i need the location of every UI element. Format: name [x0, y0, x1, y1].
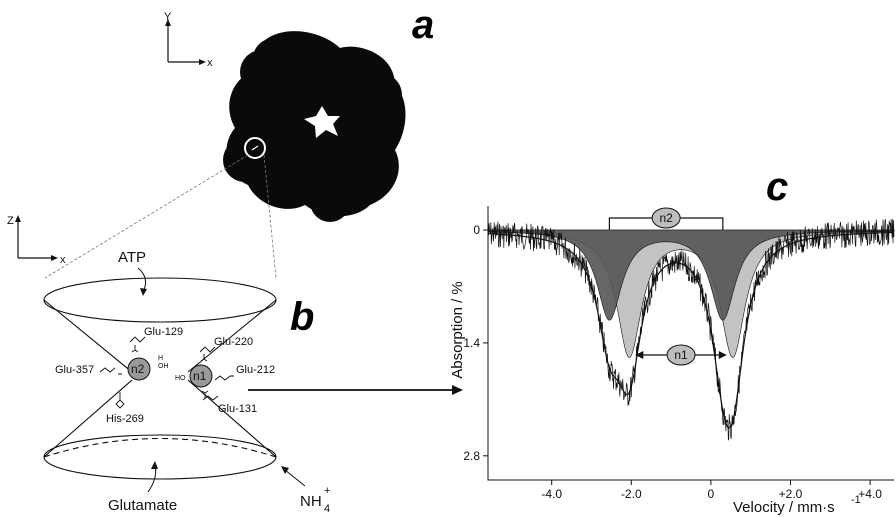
- plot-frame: [487, 206, 894, 481]
- n1-arrow-label: n1: [674, 348, 688, 362]
- axis-y-label: Y: [164, 11, 172, 23]
- svg-text:n2: n2: [131, 362, 145, 376]
- n2-bracket-label: n2: [659, 211, 673, 225]
- axis-z-label: Z: [7, 215, 14, 227]
- water-ho: HO: [175, 375, 186, 382]
- n1-arrow-head-right: [718, 351, 727, 359]
- x-tick-label: 0: [708, 487, 715, 501]
- y-tick-label: 2.8: [463, 449, 480, 463]
- svg-text:+: +: [324, 485, 330, 497]
- fit-envelope: [487, 231, 895, 429]
- panel-letter-c: c: [766, 165, 788, 209]
- axis-indicator-b: Z x: [7, 215, 66, 266]
- y-axis-label: Absorption / %: [449, 281, 466, 379]
- atp-label: ATP: [118, 249, 146, 266]
- axis-indicator-a: Y x: [164, 11, 213, 69]
- x-axis-label: Velocity / mm·s -1: [733, 494, 861, 516]
- cone: [43, 277, 277, 480]
- n2-bracket-circle: [651, 207, 681, 229]
- data-trace: [487, 219, 895, 441]
- svg-text:NH: NH: [300, 493, 322, 510]
- residue-glu131: Glu-131: [218, 403, 257, 415]
- y-tick-label: 1.4: [463, 336, 480, 350]
- panel-letter-a: a: [412, 3, 434, 47]
- x-tick-label: +4.0: [858, 487, 882, 501]
- x-tick-label: -2.0: [621, 487, 642, 501]
- central-pore: [304, 106, 340, 138]
- spectrum-chart: -4.0 -2.0 0 +2.0 +4.0 0 1.4 2.8 n2 n1: [463, 206, 895, 501]
- x-tick-label: +2.0: [779, 487, 803, 501]
- site-n1: n1: [189, 364, 213, 388]
- svg-text:4: 4: [324, 503, 330, 515]
- panel-a: a Y x: [44, 3, 434, 279]
- residue-glu212: Glu-212: [236, 364, 275, 376]
- panel-b: b Z x ATP Glutamate NH 4 +: [7, 215, 463, 515]
- n1-arrow-circle: [666, 344, 696, 366]
- ammonium-label: NH 4 +: [300, 485, 330, 515]
- protein-hexamer: [223, 31, 406, 222]
- water-h: H: [158, 355, 163, 362]
- residue-sketches: [99, 336, 234, 409]
- glutamate-label: Glutamate: [108, 497, 177, 514]
- axis-x-label: x: [207, 57, 213, 69]
- residue-glu220: Glu-220: [214, 336, 253, 348]
- zoom-line-right: [263, 154, 277, 279]
- panel-c: c -4.0 -2.0 0 +2.0 +4.0 0 1.4 2.8 n2 n1 Absorptio…: [449, 165, 895, 516]
- residue-glu357: Glu-357: [55, 364, 94, 376]
- zoom-line-left: [44, 154, 249, 279]
- x-tick-label: -4.0: [541, 487, 562, 501]
- y-tick-label: 0: [473, 223, 480, 237]
- ammonium-arrow: [284, 469, 306, 487]
- active-site-marker: [244, 137, 266, 159]
- residue-glu129: Glu-129: [144, 326, 183, 338]
- site-n2: n2: [127, 357, 151, 381]
- svg-text:n1: n1: [193, 369, 207, 383]
- n1-arrow-head-left: [635, 351, 644, 359]
- water-oh: OH: [158, 363, 169, 370]
- axis-x-label-b: x: [60, 254, 66, 266]
- panel-letter-b: b: [290, 295, 314, 339]
- residue-his269: His-269: [106, 413, 144, 425]
- svg-text:-1: -1: [851, 494, 861, 506]
- svg-text:Velocity / mm·s: Velocity / mm·s: [733, 499, 835, 516]
